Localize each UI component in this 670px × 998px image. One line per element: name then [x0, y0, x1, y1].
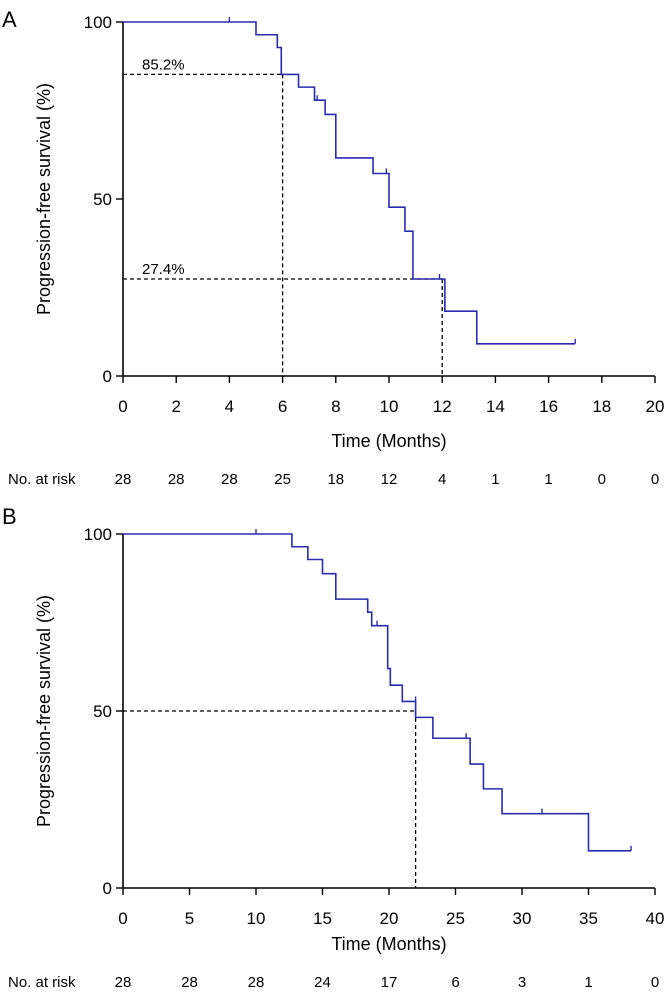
- panel-b-risk-value: 6: [451, 974, 459, 991]
- panel-b-risk-value: 28: [181, 974, 198, 991]
- panel-b-x-tick-label: 40: [646, 909, 665, 928]
- panel-b-risk-value: 28: [248, 974, 265, 991]
- panel-a-x-tick-label: 12: [433, 397, 452, 416]
- panel-a-risk-value: 1: [491, 471, 499, 488]
- panel-b-risk-value: 28: [115, 974, 132, 991]
- panel-b-risk-label: No. at risk: [8, 974, 76, 991]
- panel-b-label: B: [2, 504, 17, 529]
- panel-a-risk-value: 28: [115, 471, 132, 488]
- panel-a-risk-value: 0: [598, 471, 606, 488]
- panel-b: B Progression-free survival (%) Time (Mo…: [2, 504, 664, 991]
- panel-a-risk-value: 0: [651, 471, 659, 488]
- panel-a-risk-value: 28: [221, 471, 238, 488]
- panel-a-risk-value: 18: [327, 471, 344, 488]
- panel-b-risk-value: 3: [518, 974, 526, 991]
- panel-b-risk-value: 1: [584, 974, 592, 991]
- panel-b-risk-value: 24: [314, 974, 331, 991]
- panel-b-survival-curve: [123, 533, 632, 852]
- panel-a-x-tick-label: 14: [486, 397, 505, 416]
- panel-a-risk-label: No. at risk: [8, 471, 76, 488]
- panel-b-y-axis-title: Progression-free survival (%): [34, 595, 54, 827]
- panel-a-risk-value: 25: [274, 471, 291, 488]
- panel-b-x-axis-title: Time (Months): [331, 934, 446, 954]
- panel-b-x-tick-label: 10: [247, 909, 266, 928]
- panel-a-x-tick-label: 6: [278, 397, 287, 416]
- panel-b-x-tick-label: 35: [579, 909, 598, 928]
- panel-a-risk-value: 12: [381, 471, 398, 488]
- panel-b-x-tick-label: 20: [380, 909, 399, 928]
- panel-a-x-tick-label: 0: [118, 397, 127, 416]
- panel-a-ref-label: 27.4%: [142, 261, 185, 278]
- panel-a: A Progression-free survival (%) Time (Mo…: [2, 7, 664, 488]
- panel-a-x-tick-label: 18: [592, 397, 611, 416]
- panel-a-risk-value: 4: [438, 471, 446, 488]
- panel-a-y-tick-label: 100: [84, 13, 112, 32]
- panel-a-x-axis-title: Time (Months): [331, 431, 446, 451]
- panel-a-y-tick-label: 50: [93, 190, 112, 209]
- panel-a-ref-label: 85.2%: [142, 56, 185, 73]
- panel-a-risk-value: 28: [168, 471, 185, 488]
- panel-a-x-tick-label: 2: [171, 397, 180, 416]
- panel-a-risk-value: 1: [544, 471, 552, 488]
- panel-b-x-tick-label: 30: [513, 909, 532, 928]
- panel-a-x-tick-label: 8: [331, 397, 340, 416]
- panel-b-risk-value: 0: [651, 974, 659, 991]
- panel-b-x-tick-label: 5: [185, 909, 194, 928]
- panel-b-y-tick-label: 100: [84, 525, 112, 544]
- panel-b-y-tick-label: 50: [93, 702, 112, 721]
- panel-a-survival-curve: [123, 21, 576, 345]
- panel-b-risk-value: 17: [381, 974, 398, 991]
- panel-a-x-tick-label: 16: [539, 397, 558, 416]
- panel-a-label: A: [2, 7, 17, 32]
- panel-b-x-tick-label: 15: [313, 909, 332, 928]
- panel-b-x-tick-label: 0: [118, 909, 127, 928]
- panel-a-x-tick-label: 4: [225, 397, 234, 416]
- panel-a-y-axis-title: Progression-free survival (%): [34, 83, 54, 315]
- panel-b-y-tick-label: 0: [103, 879, 112, 898]
- panel-b-x-tick-label: 25: [446, 909, 465, 928]
- panel-a-y-tick-label: 0: [103, 367, 112, 386]
- panel-a-x-tick-label: 10: [380, 397, 399, 416]
- panel-a-x-tick-label: 20: [646, 397, 665, 416]
